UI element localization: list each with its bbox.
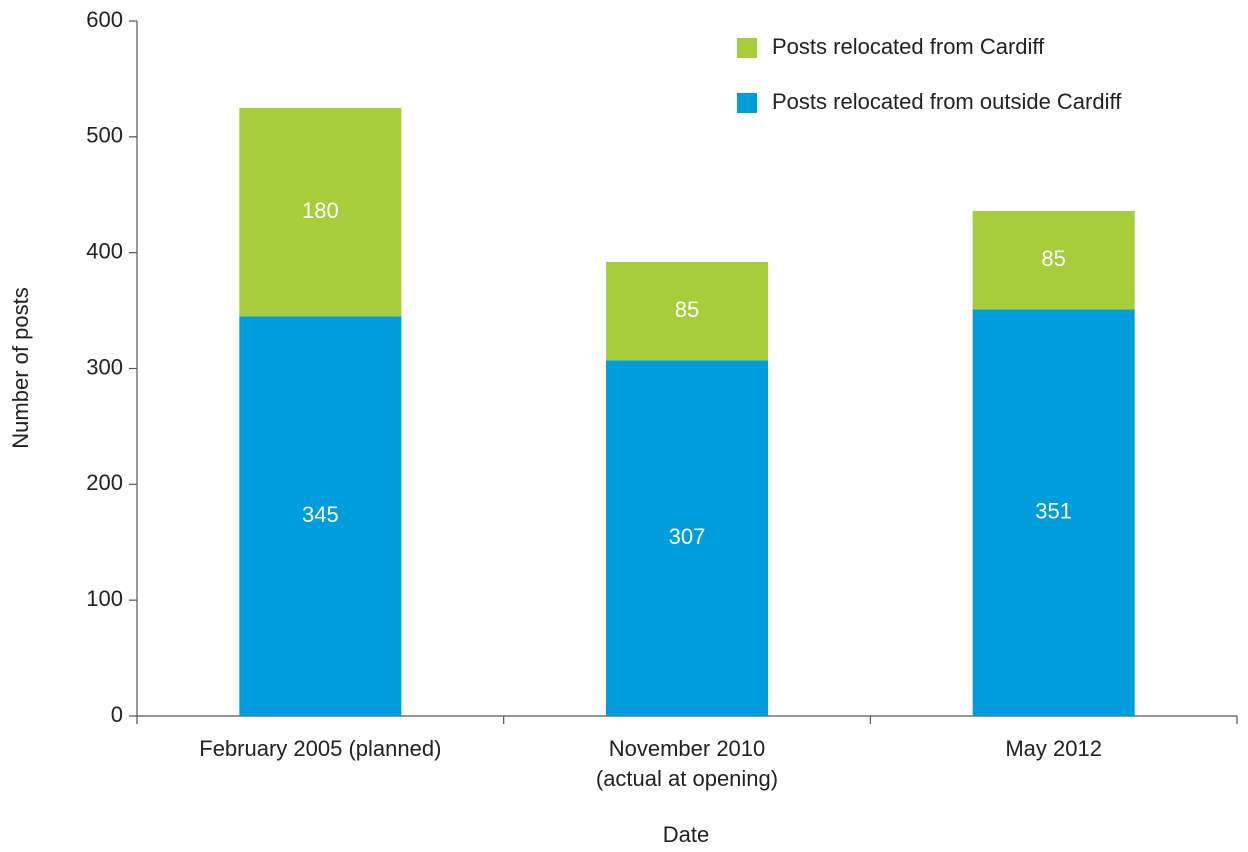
value-label: 307 [669, 524, 706, 549]
x-tick-label: February 2005 (planned) [199, 736, 441, 761]
y-tick-label: 400 [86, 238, 123, 263]
legend-swatch [737, 93, 757, 113]
y-tick-label: 600 [86, 7, 123, 32]
bar-segment [606, 360, 768, 716]
legend-label: Posts relocated from outside Cardiff [772, 89, 1122, 114]
bar-segment [972, 309, 1135, 716]
value-label: 85 [1041, 246, 1065, 271]
bar-segment [239, 107, 402, 317]
value-label: 180 [302, 198, 339, 223]
x-axis-label: Date [663, 822, 709, 847]
value-label: 85 [675, 297, 699, 322]
y-tick-label: 0 [111, 702, 123, 727]
bar-segment [606, 261, 768, 361]
value-label: 345 [302, 502, 339, 527]
legend-swatch [737, 38, 757, 58]
y-tick-label: 100 [86, 586, 123, 611]
x-tick-label: May 2012 [1005, 736, 1102, 761]
x-tick-label: November 2010 (actual at opening) [596, 736, 778, 791]
bar-segment [239, 316, 402, 716]
y-tick-label: 300 [86, 354, 123, 379]
bar-segment [972, 210, 1135, 310]
value-label: 351 [1035, 499, 1072, 524]
y-axis-label: Number of posts [8, 287, 33, 448]
y-tick-label: 500 [86, 123, 123, 148]
y-tick-label: 200 [86, 470, 123, 495]
legend-label: Posts relocated from Cardiff [772, 34, 1045, 59]
